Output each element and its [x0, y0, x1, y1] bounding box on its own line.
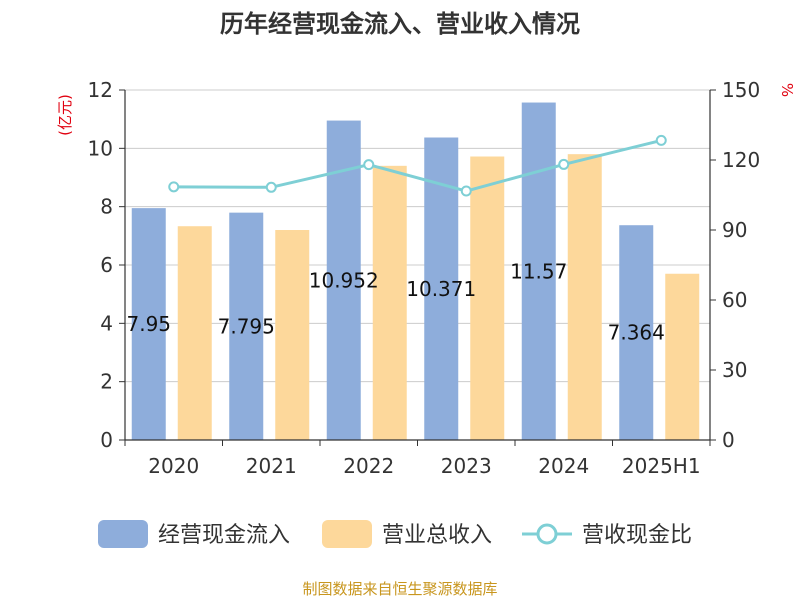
line-layer: [168, 134, 667, 197]
data-label: 7.364: [608, 321, 665, 345]
legend-label: 营业总收入: [382, 523, 492, 548]
right-tick-label: 60: [722, 288, 747, 312]
gridlines: [125, 89, 710, 383]
data-label: 10.952: [309, 268, 379, 292]
bar-cash-inflow: [521, 102, 556, 441]
right-tick-label: 120: [722, 148, 760, 172]
bar-cash-inflow: [619, 225, 654, 440]
bar-revenue: [665, 273, 700, 440]
data-label: 11.57: [510, 259, 567, 283]
left-tick-label: 2: [100, 370, 113, 394]
left-tick-label: 6: [100, 253, 113, 277]
data-label: 10.371: [406, 277, 476, 301]
left-tick-label: 8: [100, 195, 113, 219]
x-tick-label: 2023: [441, 454, 492, 478]
x-tick-label: 2025H1: [622, 454, 701, 478]
ratio-point: [265, 181, 277, 193]
x-tick-label: 2024: [538, 454, 589, 478]
legend-swatch-ratio-marker: [536, 523, 558, 545]
x-tick-label: 2022: [343, 454, 394, 478]
right-axis-unit: %: [778, 83, 796, 97]
legend-label: 经营现金流入: [158, 523, 290, 548]
left-tick-label: 4: [100, 311, 113, 335]
right-tick-label: 30: [722, 358, 747, 382]
left-tick-label: 12: [88, 78, 113, 102]
source-note: 制图数据来自恒生聚源数据库: [302, 580, 497, 598]
bar-revenue: [372, 165, 407, 441]
ratio-line: [173, 138, 662, 193]
x-tick-label: 2020: [148, 454, 199, 478]
ratio-point: [460, 185, 472, 197]
data-label: 7.95: [126, 312, 171, 336]
bar-revenue: [567, 154, 602, 440]
left-axis-unit: (亿元): [56, 94, 74, 136]
right-tick-label: 0: [722, 428, 735, 452]
legend-label: 营收现金比: [582, 523, 692, 548]
right-tick-label: 150: [722, 78, 760, 102]
left-tick-label: 0: [100, 428, 113, 452]
bar-revenue: [177, 226, 212, 440]
data-labels-layer: 7.95 7.795 10.952 10.371 11.57 7.364: [126, 259, 664, 344]
legend-swatch-cash-inflow: [98, 520, 148, 548]
ratio-point: [655, 134, 667, 146]
legend: 经营现金流入 营业总收入 营收现金比: [98, 520, 692, 548]
left-tick-label: 10: [88, 136, 113, 160]
right-tick-label: 90: [722, 218, 747, 242]
bar-cash-inflow: [229, 212, 264, 440]
bar-revenue: [275, 230, 310, 440]
ratio-point: [168, 181, 180, 193]
x-tick-label: 2021: [246, 454, 297, 478]
bars-layer: [131, 102, 700, 441]
bar-cash-inflow: [131, 208, 166, 440]
bar-revenue: [470, 156, 505, 440]
ratio-point: [558, 158, 570, 170]
data-label: 7.795: [218, 314, 275, 338]
legend-swatch-revenue: [322, 520, 372, 548]
chart-title: 历年经营现金流入、营业收入情况: [220, 10, 580, 38]
ratio-point: [363, 159, 375, 171]
